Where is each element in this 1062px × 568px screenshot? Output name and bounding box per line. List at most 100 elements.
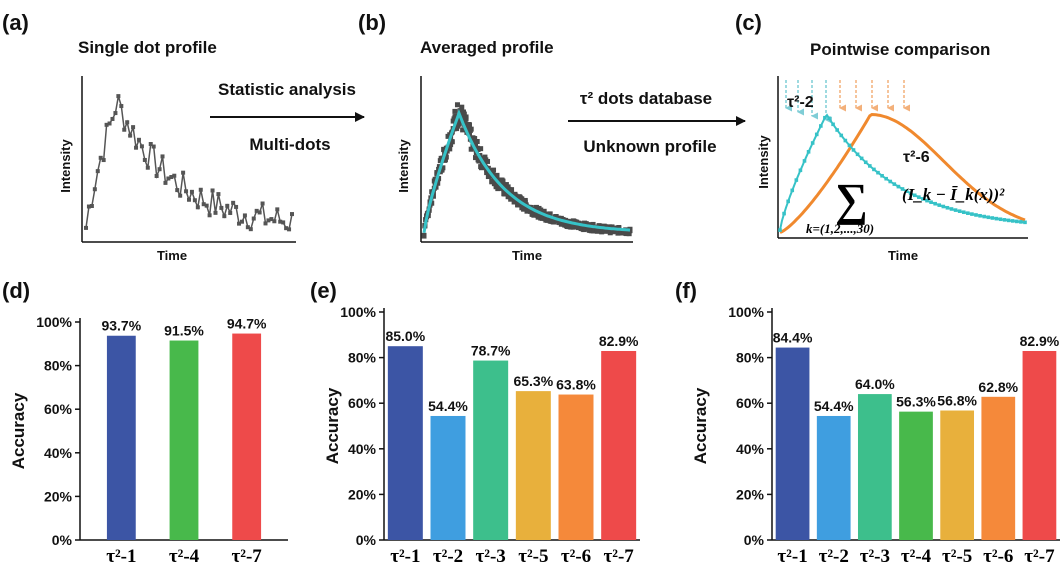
category-label: τ²-4 bbox=[901, 546, 932, 567]
single-dot-point bbox=[169, 175, 174, 180]
arrow-ab-bottom-label: Multi-dots bbox=[249, 135, 330, 154]
y-tick-label: 40% bbox=[44, 445, 73, 461]
averaged-profile-point bbox=[474, 139, 480, 145]
averaged-profile-point bbox=[466, 122, 472, 128]
bar-value-label: 62.8% bbox=[978, 379, 1018, 395]
bar bbox=[106, 335, 136, 540]
single-dot-point bbox=[139, 144, 144, 149]
single-dot-point bbox=[213, 210, 218, 215]
single-dot-point bbox=[86, 204, 91, 209]
panel-c-title: Pointwise comparison bbox=[810, 40, 990, 59]
y-axis-label: Accuracy bbox=[323, 387, 342, 464]
single-dot-point bbox=[242, 213, 247, 218]
single-dot-point bbox=[136, 137, 141, 142]
y-tick-label: 40% bbox=[736, 441, 765, 457]
averaged-profile-point bbox=[535, 214, 541, 220]
averaged-profile-point bbox=[547, 211, 553, 217]
bar-value-label: 54.4% bbox=[428, 398, 468, 414]
bar bbox=[473, 360, 509, 540]
category-label: τ²-7 bbox=[604, 546, 635, 567]
single-dot-point bbox=[110, 116, 115, 121]
single-dot-point bbox=[216, 192, 221, 197]
averaged-profile-point bbox=[459, 104, 465, 110]
bar bbox=[601, 350, 637, 540]
y-tick-label: 0% bbox=[356, 532, 377, 548]
averaged-profile-point bbox=[505, 184, 511, 190]
single-dot-point bbox=[234, 204, 239, 209]
averaged-profile-point bbox=[616, 225, 622, 231]
single-dot-point bbox=[187, 197, 191, 202]
panel-b-title: Averaged profile bbox=[420, 38, 554, 57]
category-label: τ²-6 bbox=[983, 546, 1013, 567]
panel-b-xlabel: Time bbox=[512, 248, 542, 263]
y-tick-label: 80% bbox=[44, 358, 73, 374]
single-dot-point bbox=[228, 210, 233, 215]
bar-value-label: 54.4% bbox=[814, 398, 854, 414]
single-dot-point bbox=[178, 193, 183, 198]
single-dot-point bbox=[198, 187, 203, 192]
bar-value-label: 94.7% bbox=[227, 316, 267, 332]
bar-value-label: 78.7% bbox=[471, 343, 511, 359]
tau2-2-points bbox=[778, 115, 1027, 232]
bar bbox=[775, 347, 810, 540]
single-dot-point bbox=[166, 176, 171, 181]
averaged-profile-point bbox=[522, 199, 528, 205]
single-dot-point bbox=[145, 165, 150, 170]
averaged-profile-point bbox=[461, 111, 467, 117]
bar bbox=[816, 415, 851, 540]
averaged-profile-point bbox=[421, 232, 427, 238]
averaged-profile-point bbox=[473, 155, 478, 161]
averaged-profile-point bbox=[432, 176, 438, 182]
averaged-profile-point bbox=[463, 116, 469, 122]
panel-a-xlabel: Time bbox=[157, 248, 187, 263]
bar-value-label: 84.4% bbox=[773, 330, 813, 346]
y-tick-label: 60% bbox=[348, 395, 377, 411]
single-dot-point bbox=[84, 225, 88, 230]
averaged-profile-scatter bbox=[421, 102, 633, 239]
single-dot-point bbox=[272, 219, 277, 224]
pointwise-dashed-arrows bbox=[785, 80, 910, 124]
averaged-profile-point bbox=[452, 108, 458, 114]
single-dot-point bbox=[134, 145, 139, 150]
panel-a-title: Single dot profile bbox=[78, 38, 217, 57]
y-tick-label: 100% bbox=[728, 304, 764, 320]
single-dot-point bbox=[269, 217, 274, 222]
averaged-profile-point bbox=[568, 224, 574, 230]
tau2-2-point bbox=[1023, 220, 1027, 225]
sum-symbol: ∑ bbox=[835, 174, 868, 225]
averaged-profile-point bbox=[519, 196, 525, 202]
averaged-profile-point bbox=[455, 118, 461, 124]
single-dot-point bbox=[122, 127, 127, 132]
y-tick-label: 20% bbox=[736, 486, 765, 502]
single-dot-point bbox=[148, 142, 153, 147]
sum-term: (I_k − Ī_k(x))² bbox=[902, 185, 1005, 204]
panel-e-label: (e) bbox=[310, 278, 337, 303]
y-tick-label: 0% bbox=[744, 532, 765, 548]
averaged-profile-point bbox=[448, 142, 454, 148]
single-dot-point bbox=[195, 205, 200, 210]
single-dot-point bbox=[160, 154, 165, 159]
bar-value-label: 91.5% bbox=[164, 323, 204, 339]
single-dot-point bbox=[275, 207, 280, 212]
single-dot-point bbox=[154, 174, 159, 179]
averaged-profile-point bbox=[442, 157, 448, 163]
panel-a-label: (a) bbox=[2, 10, 29, 35]
bar-chart-d: (d) 0% 20% 40% 60% 80% 100% Accuracy 93.7% τ²-1 9… bbox=[2, 278, 288, 567]
averaged-profile-point bbox=[462, 119, 468, 125]
averaged-profile-point bbox=[485, 158, 491, 164]
averaged-profile-point bbox=[468, 126, 474, 132]
averaged-profile-point bbox=[441, 146, 447, 152]
single-dot-point bbox=[251, 216, 256, 221]
averaged-profile-point bbox=[429, 200, 435, 206]
single-dot-point bbox=[257, 210, 262, 215]
category-label: τ²-6 bbox=[561, 546, 591, 567]
bar bbox=[1022, 350, 1057, 540]
y-axis-label: Accuracy bbox=[691, 387, 710, 464]
averaged-profile-point bbox=[626, 231, 632, 237]
averaged-profile-point bbox=[590, 221, 596, 227]
arrow-b-to-c: τ² dots database Unknown profile bbox=[568, 89, 746, 156]
category-label: τ²-7 bbox=[232, 546, 263, 567]
single-dot-point bbox=[263, 221, 268, 226]
single-dot-point bbox=[163, 180, 168, 185]
tau2-6-curve-label: τ²-6 bbox=[903, 149, 930, 166]
